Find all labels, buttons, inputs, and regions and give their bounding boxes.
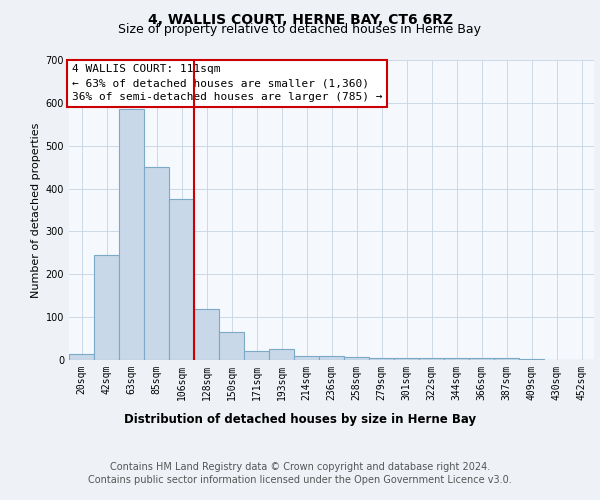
Bar [69,354,94,360]
Bar [419,358,444,360]
Bar [369,358,394,360]
Y-axis label: Number of detached properties: Number of detached properties [31,122,41,298]
Bar [344,357,369,360]
Bar [444,358,469,360]
Text: 4 WALLIS COURT: 111sqm
← 63% of detached houses are smaller (1,360)
36% of semi-: 4 WALLIS COURT: 111sqm ← 63% of detached… [71,64,382,102]
Bar [519,359,544,360]
Bar [94,255,119,360]
Bar [244,352,269,360]
Text: Contains HM Land Registry data © Crown copyright and database right 2024.: Contains HM Land Registry data © Crown c… [110,462,490,472]
Text: Distribution of detached houses by size in Herne Bay: Distribution of detached houses by size … [124,412,476,426]
Text: Size of property relative to detached houses in Herne Bay: Size of property relative to detached ho… [119,22,482,36]
Bar [219,332,244,360]
Bar [194,308,219,360]
Text: 4, WALLIS COURT, HERNE BAY, CT6 6RZ: 4, WALLIS COURT, HERNE BAY, CT6 6RZ [148,12,452,26]
Bar [119,110,144,360]
Bar [394,358,419,360]
Text: Contains public sector information licensed under the Open Government Licence v3: Contains public sector information licen… [88,475,512,485]
Bar [469,358,494,360]
Bar [319,356,344,360]
Bar [169,200,194,360]
Bar [494,358,519,360]
Bar [144,167,169,360]
Bar [294,356,319,360]
Bar [269,350,294,360]
